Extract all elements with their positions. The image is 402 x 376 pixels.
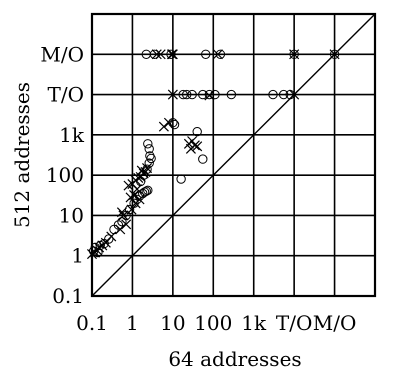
x-tick-label: 1k xyxy=(241,311,267,335)
circle-point xyxy=(143,139,153,149)
x-tick-labels: 0.1 1 10 100 1k T/O M/O xyxy=(76,311,356,335)
cross-point xyxy=(136,165,147,176)
cross-point xyxy=(118,210,129,221)
circle-point xyxy=(198,89,208,100)
cross-point xyxy=(121,219,132,230)
circle-point xyxy=(182,89,192,100)
circle-point xyxy=(145,151,155,161)
y-tick-labels: 0.1 1 10 100 1k T/O M/O xyxy=(40,42,85,308)
circle-point xyxy=(178,89,188,100)
cross-point xyxy=(166,49,177,60)
identity-line xyxy=(91,13,376,297)
x-tick-label: 0.1 xyxy=(76,311,108,335)
y-tick-label: T/O xyxy=(48,83,84,107)
circle-point xyxy=(149,49,160,59)
circle-point xyxy=(176,174,186,184)
circle-point xyxy=(204,89,215,100)
circle-point xyxy=(113,220,124,230)
circle-point xyxy=(141,186,151,196)
y-tick-label: 1k xyxy=(59,123,85,147)
x-tick-label: T/O xyxy=(276,311,312,335)
circle-point xyxy=(278,89,289,100)
data-points xyxy=(86,49,340,260)
circle-point xyxy=(268,89,278,100)
cross-point xyxy=(134,194,145,205)
cross-point xyxy=(289,49,300,60)
cross-point xyxy=(204,90,215,101)
x-tick-label: 10 xyxy=(160,311,185,335)
x-axis-label: 64 addresses xyxy=(168,347,301,371)
plot-frame xyxy=(90,12,377,298)
circle-point xyxy=(143,185,153,196)
circle-point xyxy=(121,210,131,221)
circle-point xyxy=(329,49,340,59)
cross-point xyxy=(289,89,300,100)
circle-point xyxy=(198,154,208,164)
cross-point xyxy=(94,242,105,253)
x-tick-label: 100 xyxy=(194,311,232,335)
circle-point xyxy=(144,144,154,154)
circle-point xyxy=(192,126,202,137)
cross-point xyxy=(167,89,178,100)
cross-point xyxy=(189,140,200,151)
y-tick-label: 100 xyxy=(46,163,84,187)
circle-point xyxy=(289,49,299,59)
circle-point xyxy=(215,49,226,59)
circle-point xyxy=(117,216,127,227)
y-tick-label: 10 xyxy=(59,203,84,227)
cross-point xyxy=(126,204,137,215)
cross-point xyxy=(115,224,126,235)
cross-point xyxy=(163,117,174,128)
x-tick-label: 1 xyxy=(126,311,139,335)
plot-border xyxy=(90,12,377,298)
x-tick-label: M/O xyxy=(313,311,357,335)
y-tick-label: M/O xyxy=(40,42,84,66)
cross-point xyxy=(158,121,169,132)
y-tick-label: 1 xyxy=(71,244,84,268)
circle-point xyxy=(146,153,156,164)
cross-point xyxy=(329,49,340,60)
cross-point xyxy=(155,49,166,60)
cross-point xyxy=(133,172,144,184)
circle-point xyxy=(201,49,211,59)
circle-point xyxy=(187,89,197,100)
y-axis-label: 512 addresses xyxy=(10,82,34,228)
cross-point xyxy=(212,49,223,60)
cross-point xyxy=(116,207,127,218)
cross-point xyxy=(151,49,162,60)
cross-point xyxy=(167,49,178,60)
cross-point xyxy=(192,141,203,152)
cross-point xyxy=(129,190,140,201)
circle-point xyxy=(144,158,154,168)
cross-point xyxy=(142,163,153,174)
diagonal-line xyxy=(91,13,376,297)
cross-point xyxy=(106,231,117,242)
circle-point xyxy=(226,89,237,100)
circle-point xyxy=(166,49,176,59)
y-tick-label: 0.1 xyxy=(52,284,84,308)
